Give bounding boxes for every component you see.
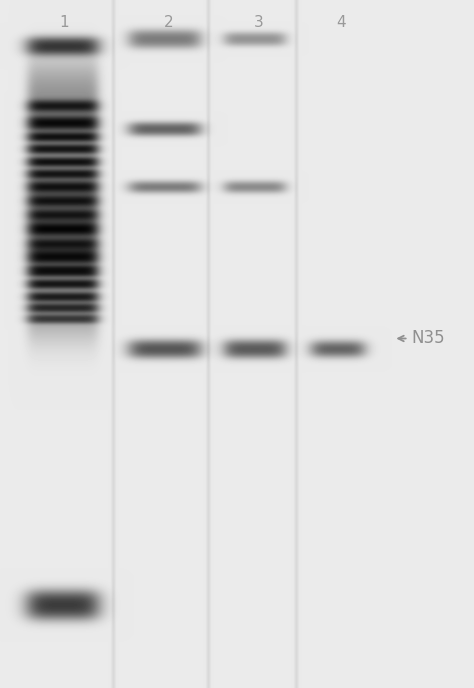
- Text: N35: N35: [411, 330, 445, 347]
- Text: 1: 1: [59, 14, 69, 30]
- Text: 4: 4: [337, 14, 346, 30]
- Text: 2: 2: [164, 14, 173, 30]
- Text: 3: 3: [254, 14, 263, 30]
